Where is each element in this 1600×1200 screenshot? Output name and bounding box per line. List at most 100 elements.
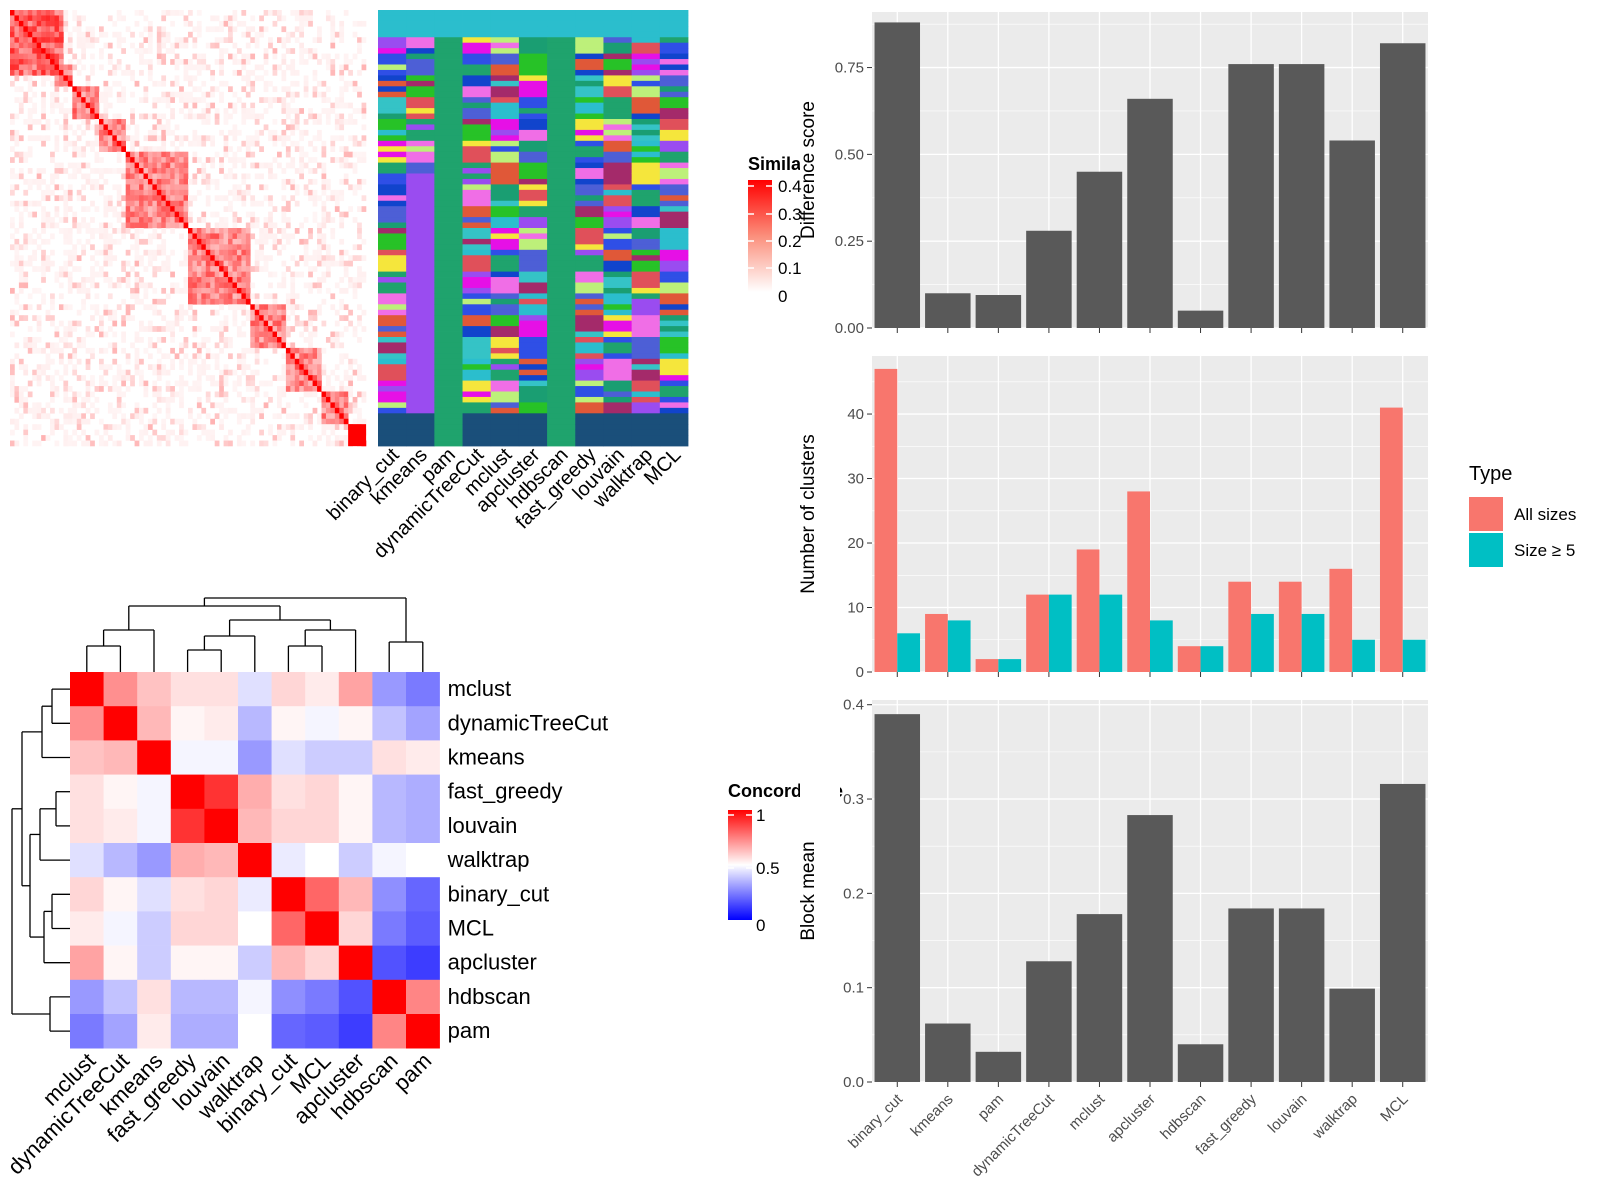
- heatmap-cell: [406, 945, 440, 981]
- x-tick-label: pam: [975, 1091, 1008, 1124]
- heatmap-row-label: kmeans: [448, 745, 525, 770]
- bar: [1127, 98, 1173, 328]
- heatmap-cell: [238, 706, 272, 741]
- bar: [1402, 639, 1426, 672]
- bar: [998, 659, 1022, 672]
- bar: [1127, 815, 1173, 1082]
- heatmap-cell: [372, 808, 407, 844]
- y-tick-label: 10: [847, 600, 864, 617]
- heatmap-cell: [305, 979, 340, 1015]
- similarity-tick-label: 0: [778, 287, 787, 306]
- heatmap-cell: [103, 945, 138, 981]
- heatmap-cell: [137, 911, 172, 946]
- heatmap-cell: [204, 808, 239, 844]
- heatmap-cell: [238, 979, 272, 1015]
- heatmap-cell: [271, 945, 306, 981]
- difference-score-chart: 0.00 0.25 0.50 0.75 Difference score: [798, 12, 1428, 337]
- legend-key: [1469, 497, 1503, 531]
- heatmap-cell: [238, 1014, 272, 1049]
- heatmap-cell: [70, 740, 104, 775]
- bar: [1329, 568, 1353, 672]
- x-tick-label: apcluster: [1104, 1091, 1159, 1146]
- bar: [1352, 639, 1375, 672]
- bar: [925, 293, 971, 328]
- heatmap-row-label: apcluster: [448, 950, 537, 975]
- bar: [897, 633, 921, 672]
- heatmap-cell: [170, 808, 205, 844]
- heatmap-cell: [271, 774, 306, 810]
- heatmap-cell: [70, 774, 104, 810]
- heatmap-cell: [372, 843, 407, 878]
- heatmap-cell: [204, 877, 239, 912]
- bar: [1026, 230, 1072, 328]
- heatmap-cell: [137, 843, 172, 878]
- heatmap-cell: [137, 945, 172, 981]
- bar: [1301, 613, 1325, 672]
- bar: [1251, 613, 1274, 672]
- x-tick-label: binary_cut: [845, 1090, 907, 1152]
- heatmap-cell: [70, 672, 104, 707]
- heatmap-cell: [372, 979, 407, 1015]
- heatmap-cell: [338, 706, 373, 741]
- y-axis-title: Block mean: [798, 841, 819, 940]
- heatmap-cell: [103, 740, 138, 775]
- heatmap-cell: [372, 911, 407, 946]
- heatmap-cell: [305, 774, 340, 810]
- heatmap-cell: [372, 877, 407, 912]
- heatmap-cell: [170, 774, 205, 810]
- heatmap-row-label: walktrap: [447, 847, 530, 872]
- similarity-tick-label: 0.3: [778, 205, 802, 224]
- concordance-color-bar: [728, 810, 752, 920]
- y-tick-label: 0.0: [843, 1074, 864, 1091]
- heatmap-cell: [406, 911, 440, 946]
- y-axis-title: Difference score: [798, 101, 819, 239]
- heatmap-cell: [103, 672, 138, 707]
- heatmap-cell: [170, 945, 205, 981]
- y-tick-label: 0.75: [835, 60, 864, 77]
- bar: [975, 1051, 1022, 1082]
- heatmap-cell: [338, 672, 373, 707]
- similarity-matrix: [10, 10, 367, 447]
- heatmap-cell: [372, 774, 407, 810]
- heatmap-cell: [406, 774, 440, 810]
- bar: [1076, 914, 1123, 1082]
- type-legend-title: Type: [1469, 463, 1512, 485]
- bar: [1026, 594, 1049, 672]
- heatmap-cell: [271, 672, 306, 707]
- heatmap-cell: [137, 706, 172, 741]
- heatmap-cell: [271, 979, 306, 1015]
- heatmap-cell: [70, 1014, 104, 1049]
- bar: [1048, 594, 1072, 672]
- heatmap-column-labels: mclustdynamicTreeCutkmeansfast_greedylou…: [3, 1048, 437, 1179]
- y-tick-label: 0.25: [835, 233, 864, 250]
- heatmap-cell: [305, 1014, 340, 1049]
- y-tick-label: 0.4: [843, 697, 864, 714]
- concordance-tick-label: 0: [756, 916, 765, 935]
- heatmap-cell: [238, 843, 272, 878]
- heatmap-cell: [406, 706, 440, 741]
- x-tick-label: hdbscan: [1157, 1091, 1209, 1143]
- heatmap-cell: [170, 843, 205, 878]
- bar: [1026, 961, 1072, 1082]
- heatmap-cell: [204, 979, 239, 1015]
- heatmap-cell: [70, 877, 104, 912]
- heatmap-row-label: hdbscan: [448, 984, 531, 1009]
- bar: [1228, 581, 1252, 672]
- heatmap-cell: [170, 911, 205, 946]
- heatmap-cell: [103, 1014, 138, 1049]
- type-legend: Type All sizes Size ≥ 5: [1469, 463, 1576, 567]
- y-tick-label: 0.00: [835, 320, 864, 337]
- bar: [1228, 908, 1274, 1082]
- similarity-tick-label: 0.1: [778, 259, 802, 278]
- bar: [1099, 594, 1123, 672]
- bar: [1278, 908, 1325, 1082]
- bar: [1379, 407, 1403, 672]
- bar: [1329, 140, 1375, 328]
- heatmap-cell: [271, 877, 306, 912]
- heatmap-cell: [305, 808, 340, 844]
- heatmap-cell: [305, 706, 340, 741]
- heatmap-cell: [372, 945, 407, 981]
- heatmap-cell: [70, 808, 104, 844]
- y-tick-label: 40: [847, 406, 864, 423]
